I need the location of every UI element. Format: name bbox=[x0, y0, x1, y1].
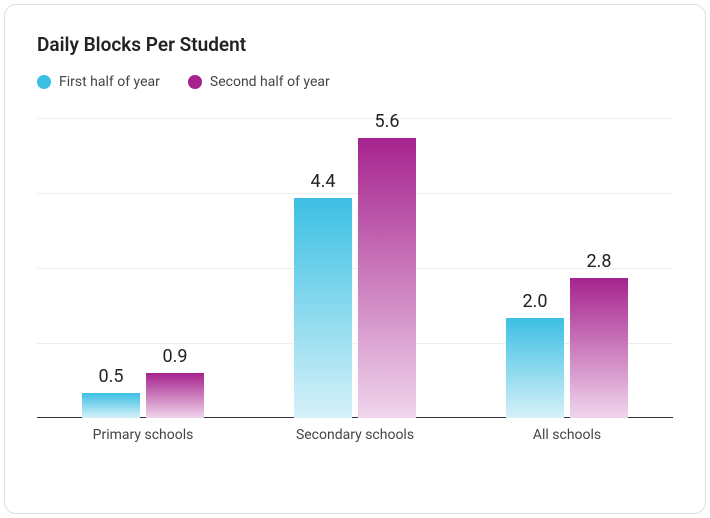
bar-value-label: 0.5 bbox=[99, 366, 124, 387]
x-axis-label: Primary schools bbox=[68, 427, 218, 443]
chart-area: 0.50.94.45.62.02.8 Primary schoolsSecond… bbox=[37, 118, 673, 448]
x-axis-label: All schools bbox=[492, 427, 642, 443]
legend-label-first: First half of year bbox=[59, 74, 160, 90]
bar-group: 2.0 2.8 bbox=[506, 251, 628, 418]
bar-first-half bbox=[294, 198, 352, 418]
bar-value-label: 0.9 bbox=[163, 346, 188, 367]
bar-group: 0.5 0.9 bbox=[82, 346, 204, 418]
bar-first-half bbox=[506, 318, 564, 418]
bar-wrap: 5.6 bbox=[358, 111, 416, 418]
bar-second-half bbox=[358, 138, 416, 418]
bar-value-label: 2.8 bbox=[587, 251, 612, 272]
chart-card: Daily Blocks Per Student First half of y… bbox=[4, 4, 706, 514]
bar-wrap: 0.5 bbox=[82, 366, 140, 418]
bar-groups: 0.50.94.45.62.02.8 bbox=[37, 118, 673, 418]
bar-wrap: 0.9 bbox=[146, 346, 204, 418]
chart-title: Daily Blocks Per Student bbox=[37, 33, 673, 56]
legend-dot-first bbox=[37, 75, 51, 89]
bar-value-label: 2.0 bbox=[523, 291, 548, 312]
bar-wrap: 2.8 bbox=[570, 251, 628, 418]
bar-group: 4.4 5.6 bbox=[294, 111, 416, 418]
x-axis-labels: Primary schools Secondary schools All scho… bbox=[37, 422, 673, 448]
bar-second-half bbox=[570, 278, 628, 418]
legend-label-second: Second half of year bbox=[210, 74, 330, 90]
x-axis-label: Secondary schools bbox=[280, 427, 430, 443]
bar-wrap: 4.4 bbox=[294, 171, 352, 418]
legend-dot-second bbox=[188, 75, 202, 89]
legend: First half of year Second half of year bbox=[37, 74, 673, 90]
bar-second-half bbox=[146, 373, 204, 418]
legend-item-first: First half of year bbox=[37, 74, 160, 90]
bar-value-label: 4.4 bbox=[311, 171, 336, 192]
bar-value-label: 5.6 bbox=[375, 111, 400, 132]
bar-first-half bbox=[82, 393, 140, 418]
legend-item-second: Second half of year bbox=[188, 74, 330, 90]
bar-wrap: 2.0 bbox=[506, 291, 564, 418]
